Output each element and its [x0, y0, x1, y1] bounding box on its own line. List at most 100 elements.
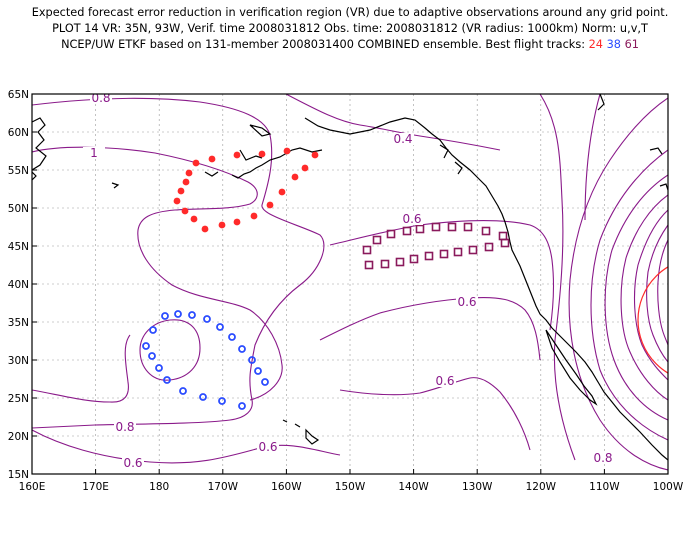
- contour-labels: 0.8 1 0.4 0.6 0.6 0.6 0.8 0.6 0.6 0.8: [83, 94, 614, 470]
- contour-line: [32, 146, 283, 401]
- coastline: [305, 428, 320, 445]
- track-24-marker: [181, 207, 189, 215]
- contour-label-bg: [83, 147, 105, 159]
- track-38-marker: [161, 312, 169, 320]
- track-61-marker: [415, 224, 425, 234]
- track-61-marker: [402, 226, 412, 236]
- lon-tick-label: 170E: [82, 481, 109, 493]
- track-61-marker: [380, 259, 390, 269]
- contour-line: [32, 429, 341, 464]
- track-24-marker: [250, 212, 258, 220]
- contour-label: 1: [90, 146, 98, 160]
- contour-label: 0.6: [402, 212, 421, 226]
- contour-line: [139, 319, 201, 381]
- track-38-marker: [238, 402, 246, 410]
- coastline: [231, 147, 323, 179]
- coastline: [304, 117, 668, 461]
- track-38-marker: [248, 356, 256, 364]
- track-24-marker: [233, 151, 241, 159]
- contour-line: [284, 94, 501, 151]
- track-24-marker: [192, 159, 200, 167]
- lon-tick-label: 130W: [462, 481, 493, 493]
- coastlines: [32, 94, 668, 461]
- track-24-marker: [311, 151, 319, 159]
- contour-label-bg: [592, 452, 614, 464]
- track-61-marker: [386, 229, 396, 239]
- contour-label-bg: [122, 457, 144, 469]
- contour-label: 0.4: [393, 132, 412, 146]
- contour-line: [339, 377, 531, 451]
- track-38-marker: [199, 393, 207, 401]
- lat-tick-label: 35N: [8, 317, 29, 329]
- contour-label-bg: [90, 94, 112, 104]
- lon-tick-label: 150W: [335, 481, 366, 493]
- track-61-marker: [463, 222, 473, 232]
- coastline: [659, 183, 668, 191]
- track-24-marker: [173, 197, 181, 205]
- track-24-marker: [258, 150, 266, 158]
- grid-lines: [32, 94, 668, 474]
- lat-tick-label: 20N: [8, 431, 29, 443]
- track-61-marker: [395, 257, 405, 267]
- verification-region-circle: [637, 266, 668, 374]
- track-24-marker: [185, 169, 193, 177]
- contour-line: [657, 239, 668, 346]
- lat-tick-label: 15N: [8, 469, 29, 481]
- track-24-marker: [266, 201, 274, 209]
- track-61-marker: [364, 260, 374, 270]
- track-61-marker: [372, 235, 382, 245]
- track-24-marker: [201, 225, 209, 233]
- lat-tick-label: 40N: [8, 279, 29, 291]
- track-38-marker: [155, 364, 163, 372]
- track-38-marker: [188, 311, 196, 319]
- track-38-marker: [261, 378, 269, 386]
- lon-tick-label: 170W: [208, 481, 239, 493]
- contour-label-bg: [401, 213, 423, 225]
- latitude-labels: 65N 60N 55N 50N 45N 40N 35N 30N 25N 20N 15N: [8, 89, 37, 481]
- track-38-marker: [254, 367, 262, 375]
- lon-tick-label: 160E: [19, 481, 46, 493]
- contour-label: 0.6: [258, 440, 277, 454]
- contour-label: 0.8: [115, 420, 134, 434]
- title-line-3-text: NCEP/UW ETKF based on 131-member 2008031…: [61, 38, 589, 51]
- track-61-marker: [447, 222, 457, 232]
- track-38-marker: [149, 326, 157, 334]
- track-38-marker: [218, 397, 226, 405]
- lat-tick-label: 50N: [8, 203, 29, 215]
- contour-label-bg: [392, 133, 414, 145]
- contour-label: 0.8: [593, 451, 612, 465]
- track-38-marker: [216, 323, 224, 331]
- coastline: [111, 182, 120, 189]
- track-61-legend: 61: [624, 38, 639, 51]
- track-38-marker: [174, 310, 182, 318]
- track-38-marker: [142, 342, 150, 350]
- contour-label-bg: [456, 296, 478, 308]
- track-24-marker: [301, 164, 309, 172]
- coastline: [32, 117, 47, 171]
- track-61-marker: [468, 245, 478, 255]
- lon-tick-label: 100W: [653, 481, 684, 493]
- lat-tick-label: 25N: [8, 393, 29, 405]
- contour-line: [584, 94, 601, 221]
- contour-line: [633, 209, 668, 381]
- track-61-marker: [362, 245, 372, 255]
- coastline: [454, 161, 463, 175]
- track-38-marker: [148, 352, 156, 360]
- track-38-legend: 38: [606, 38, 621, 51]
- track-61-marker: [453, 247, 463, 257]
- track-61-marker: [424, 251, 434, 261]
- track-38-marker: [203, 315, 211, 323]
- track-38-marker: [238, 345, 246, 353]
- lon-tick-label: 120W: [526, 481, 557, 493]
- track-61-marker: [484, 242, 494, 252]
- title-line-3: NCEP/UW ETKF based on 131-member 2008031…: [0, 37, 700, 53]
- contour-label: 0.6: [435, 374, 454, 388]
- contour-line: [32, 97, 325, 429]
- track-38-marker: [179, 387, 187, 395]
- contour-line: [568, 97, 668, 471]
- lon-tick-label: 140W: [398, 481, 429, 493]
- coastline: [282, 419, 288, 423]
- contour-line: [590, 149, 668, 441]
- contour-line: [319, 296, 541, 361]
- contour-line: [646, 224, 668, 363]
